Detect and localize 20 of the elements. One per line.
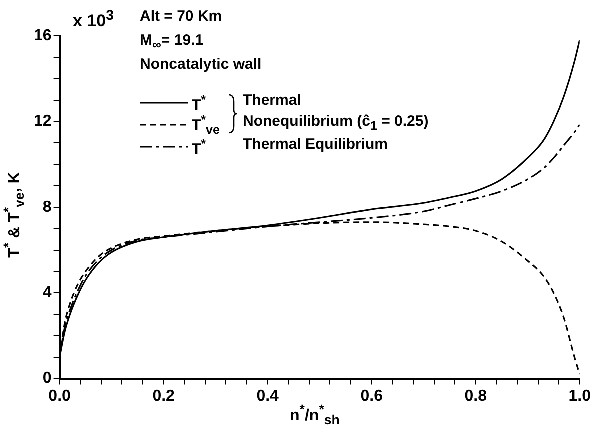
y-tick-label: 8 — [42, 198, 52, 216]
annotation: Thermal Equilibrium — [243, 136, 388, 153]
annotation: Nonequilibrium (ĉ$_{1}$ = 0.25) — [243, 113, 429, 133]
text: Alt = 70 Km — [140, 8, 222, 25]
annotation: Noncatalytic wall — [140, 56, 262, 73]
legend-label: T$^{*}$ — [192, 136, 206, 158]
y-tick-label: 16 — [34, 27, 52, 44]
x-tick-label: 0.6 — [360, 388, 384, 405]
x-tick-label: 0.8 — [464, 388, 488, 405]
x-tick-label: 0.2 — [152, 388, 176, 405]
x-tick-label: 0.0 — [48, 388, 72, 405]
x-tick-label: 1.0 — [568, 388, 592, 405]
y-tick-label: 4 — [42, 284, 52, 302]
legend-label: T$^{*}$ — [192, 92, 206, 114]
x-tick-label: 0.4 — [256, 388, 280, 405]
annotation: M$_{∞}$= 19.1 — [140, 32, 204, 52]
text: x 10$^{3}$ — [73, 8, 114, 32]
annotation: Thermal — [243, 92, 302, 109]
y-tick-label: 12 — [34, 113, 52, 130]
y-tick-label: 0 — [42, 370, 52, 388]
